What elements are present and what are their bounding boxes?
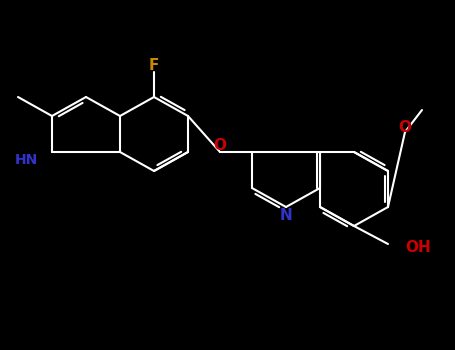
Text: F: F — [149, 57, 159, 72]
Text: O: O — [399, 119, 411, 134]
Text: HN: HN — [15, 153, 38, 167]
Text: OH: OH — [405, 240, 431, 256]
Text: N: N — [280, 208, 293, 223]
Text: O: O — [213, 138, 227, 153]
